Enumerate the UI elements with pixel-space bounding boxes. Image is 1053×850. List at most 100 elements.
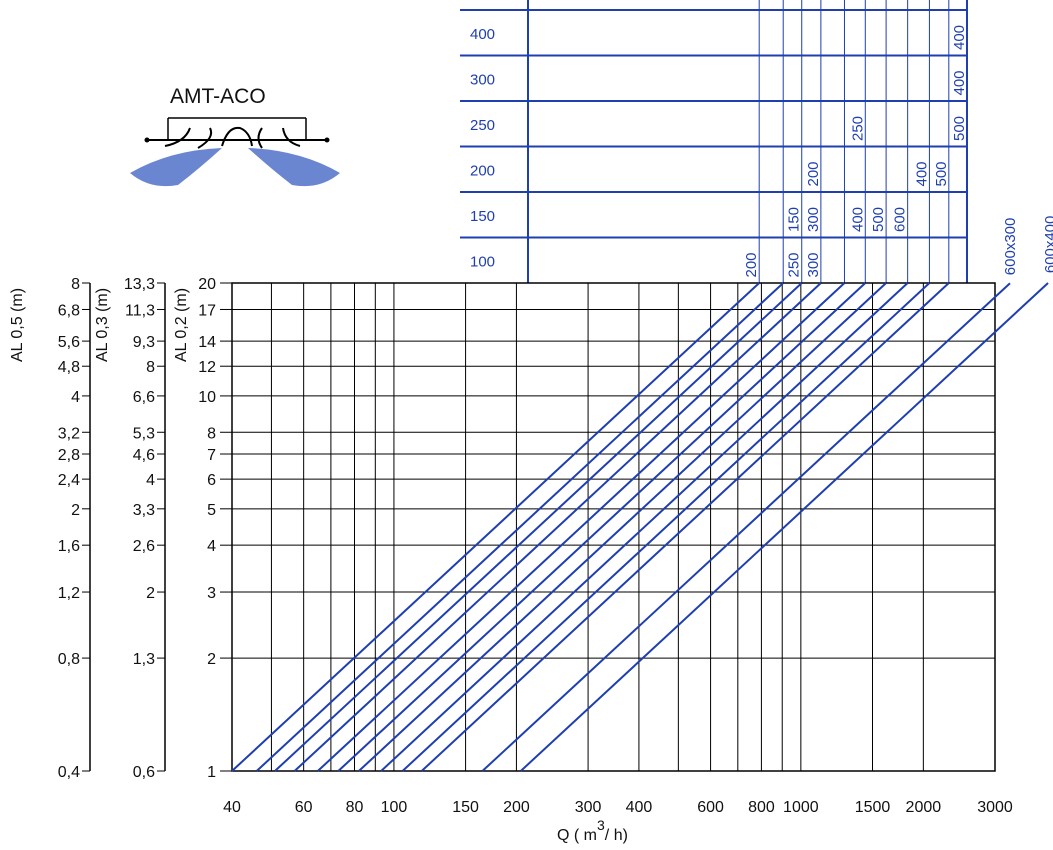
table-row-label: 100 bbox=[470, 253, 495, 270]
x-tick-label: 100 bbox=[381, 799, 408, 816]
series-line bbox=[380, 282, 909, 772]
x-tick-label: 60 bbox=[295, 799, 313, 816]
series-lines bbox=[231, 282, 1049, 772]
x-tick-label: 400 bbox=[626, 799, 653, 816]
table-cell-label: 400 bbox=[951, 70, 968, 95]
axis-tick-label: 0,6 bbox=[133, 764, 155, 781]
axis-tick-label: 3,2 bbox=[58, 425, 80, 442]
axis-tick-label: 2,6 bbox=[133, 538, 155, 555]
x-axis-title: Q ( m3/ h) bbox=[557, 817, 628, 844]
axis-tick-label: 8 bbox=[207, 425, 216, 442]
axis-tick-label: 10 bbox=[198, 389, 216, 406]
table-cell-label: 500 bbox=[951, 116, 968, 141]
table-cell-label: 400 bbox=[849, 207, 866, 232]
table-cell-label: 300 bbox=[805, 252, 822, 277]
axis-tick-label: 2 bbox=[207, 651, 216, 668]
x-tick-label: 1000 bbox=[783, 799, 819, 816]
axis-title: AL 0,5 (m) bbox=[9, 288, 26, 362]
axis-tick-label: 14 bbox=[198, 334, 216, 351]
table-cell-label: 200 bbox=[805, 161, 822, 186]
series-line bbox=[520, 282, 1049, 772]
axis-tick-label: 0,8 bbox=[58, 651, 80, 668]
table-row-label: 250 bbox=[470, 117, 495, 134]
plot-frame bbox=[231, 282, 996, 772]
axis-tick-label: 4 bbox=[207, 538, 216, 555]
axis-title: AL 0,3 (m) bbox=[94, 288, 111, 362]
product-logo: AMT-ACO bbox=[130, 85, 340, 187]
series-line bbox=[293, 282, 822, 772]
table-cell-label: 250 bbox=[786, 252, 803, 277]
table-cell-label: 150 bbox=[786, 207, 803, 232]
series-line bbox=[274, 282, 803, 772]
axis-tick-label: 20 bbox=[198, 276, 216, 293]
series-line bbox=[401, 282, 931, 772]
x-tick-label: 150 bbox=[452, 799, 479, 816]
axis-tick-label: 5,3 bbox=[133, 425, 155, 442]
x-tick-label: 1500 bbox=[855, 799, 891, 816]
x-tick-label: 200 bbox=[503, 799, 530, 816]
axis-tick-label: 6,6 bbox=[133, 389, 155, 406]
table-row-label: 200 bbox=[470, 162, 495, 179]
axis-tick-label: 5 bbox=[207, 502, 216, 519]
axis-tick-label: 7 bbox=[207, 447, 216, 464]
series-line bbox=[256, 282, 784, 772]
table-cell-label: 250 bbox=[849, 116, 866, 141]
axis-title: AL 0,2 (m) bbox=[173, 288, 190, 362]
axis-tick-label: 2,4 bbox=[58, 472, 80, 489]
series-line bbox=[337, 282, 866, 772]
series-line bbox=[358, 282, 887, 772]
table-cell-label: 500 bbox=[933, 161, 950, 186]
axis-tick-label: 8 bbox=[146, 359, 155, 376]
x-tick-label: 300 bbox=[575, 799, 602, 816]
chart-grid bbox=[231, 282, 996, 772]
axis-tick-label: 1 bbox=[207, 764, 216, 781]
axis-tick-label: 3,3 bbox=[133, 502, 155, 519]
axis-tick-label: 0,4 bbox=[58, 764, 80, 781]
axis-tick-label: 11,3 bbox=[125, 302, 155, 319]
product-title: AMT-ACO bbox=[170, 85, 266, 108]
x-axis: 40 60 80 100 150 200 300 400 600 800 1000 1500 2000 3… bbox=[223, 799, 1013, 844]
axis-tick-label: 6,8 bbox=[58, 302, 80, 319]
table-row-label: 150 bbox=[470, 208, 495, 225]
series-line bbox=[420, 282, 950, 772]
x-tick-label: 2000 bbox=[906, 799, 942, 816]
axis-tick-label: 2,8 bbox=[58, 447, 80, 464]
x-tick-label: 3000 bbox=[977, 799, 1013, 816]
table-cell-label: 600 bbox=[892, 207, 909, 232]
duct-size-label: 600x300 bbox=[1002, 218, 1019, 276]
series-line bbox=[317, 282, 846, 772]
table-cell-label: 400 bbox=[951, 25, 968, 50]
table-cell-label: 400 bbox=[913, 161, 930, 186]
axis-tick-label: 1,2 bbox=[58, 585, 80, 602]
x-tick-label: 800 bbox=[748, 799, 775, 816]
table-row-label: 400 bbox=[470, 26, 495, 43]
axis-tick-label: 2 bbox=[71, 502, 80, 519]
axis-tick-label: 17 bbox=[198, 302, 216, 319]
axis-tick-label: 12 bbox=[198, 359, 216, 376]
axis-tick-label: 4 bbox=[146, 472, 155, 489]
axis-tick-label: 1,3 bbox=[133, 651, 155, 668]
series-line bbox=[481, 282, 1011, 772]
axis-tick-label: 1,6 bbox=[58, 538, 80, 555]
axis-tick-label: 4 bbox=[71, 389, 80, 406]
axis-tick-label: 5,6 bbox=[58, 334, 80, 351]
x-tick-label: 80 bbox=[346, 799, 364, 816]
axis-tick-label: 8 bbox=[71, 276, 80, 293]
axis-tick-label: 6 bbox=[207, 472, 216, 489]
duct-size-label: 600x400 bbox=[1042, 216, 1053, 274]
series-line bbox=[231, 282, 760, 772]
axis-tick-label: 3 bbox=[207, 585, 216, 602]
x-tick-label: 40 bbox=[223, 799, 241, 816]
table-row-label: 300 bbox=[470, 71, 495, 88]
table-cell-label: 300 bbox=[805, 207, 822, 232]
diffuser-icon bbox=[130, 117, 340, 187]
axis-tick-label: 4,6 bbox=[133, 447, 155, 464]
axis-tick-label: 2 bbox=[146, 585, 155, 602]
table-cell-label: 500 bbox=[870, 207, 887, 232]
axis-tick-label: 9,3 bbox=[133, 334, 155, 351]
axis-tick-label: 13,3 bbox=[124, 276, 155, 293]
table-cell-label: 200 bbox=[743, 252, 760, 277]
